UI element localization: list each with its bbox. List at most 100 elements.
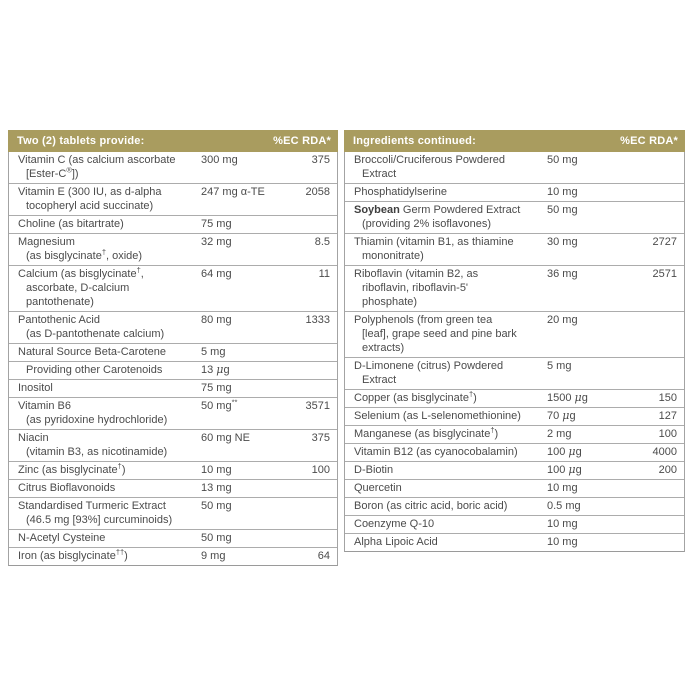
ingredient-name: Citrus Bioflavonoids: [18, 482, 116, 494]
ingredient-amount: 2 mg: [547, 428, 572, 440]
ingredient-rda-value: 64: [317, 550, 330, 562]
ingredient-rda-value: 150: [658, 392, 677, 404]
ingredient-rda-value: 2058: [305, 186, 330, 198]
table-rows: Broccoli/Cruciferous Powdered Extract 50 m…: [344, 152, 685, 552]
ingredient-name: Niacin (vitamin B3, as nicotinamide): [18, 432, 168, 458]
ingredient-name: Copper (as bisglycinate†): [354, 389, 477, 404]
ingredient-name: Coenzyme Q-10: [354, 518, 435, 530]
ingredient-name: Providing other Carotenoids: [26, 364, 163, 376]
ingredient-rda-value: 1333: [305, 314, 330, 326]
ingredient-amount: 5 mg: [201, 346, 226, 358]
ingredient-name: Zinc (as bisglycinate†): [18, 461, 126, 476]
table-row: Citrus Bioflavonoids 13 mg: [9, 480, 337, 498]
ingredient-amount: 50 mg**: [201, 397, 238, 412]
table-row: Polyphenols (from green tea [leaf], grape…: [345, 312, 684, 358]
ingredient-rda-value: 3571: [305, 400, 330, 412]
table-row: Magnesium (as bisglycinate†, oxide) 32 mg 8…: [9, 234, 337, 266]
ingredient-rda-value: 11: [318, 268, 330, 280]
ingredient-amount: 100 μg: [547, 445, 582, 458]
table-row: D-Biotin 100 μg 200: [345, 462, 684, 480]
ingredient-rda-value: 100: [311, 464, 330, 476]
ingredient-amount: 247 mg α-TE: [201, 186, 265, 198]
ingredient-amount: 75 mg: [201, 382, 232, 394]
ingredient-name: Broccoli/Cruciferous Powdered Extract: [354, 154, 506, 180]
table-row: Pantothenic Acid (as D-pantothenate calci…: [9, 312, 337, 344]
ingredient-amount: 50 mg: [547, 154, 578, 166]
ingredient-rda-value: 127: [658, 410, 677, 422]
table-header: Two (2) tablets provide: %EC RDA*: [8, 130, 338, 152]
table-row: Riboflavin (vitamin B2, as riboflavin, ri…: [345, 266, 684, 312]
table-row: Soybean Germ Powdered Extract (providing …: [345, 202, 684, 234]
ingredient-amount: 20 mg: [547, 314, 578, 326]
ingredient-name: Pantothenic Acid (as D-pantothenate calci…: [18, 314, 165, 340]
ingredient-name: Soybean Germ Powdered Extract (providing …: [354, 204, 521, 230]
ingredient-name: Selenium (as L-selenomethionine): [354, 410, 521, 422]
ingredient-amount: 60 mg NE: [201, 432, 250, 444]
ingredient-amount: 50 mg: [201, 500, 232, 512]
table-header: Ingredients continued: %EC RDA*: [344, 130, 685, 152]
ingredient-amount: 70 μg: [547, 409, 576, 422]
ingredient-amount: 64 mg: [201, 268, 232, 280]
ingredient-name: Phosphatidylserine: [354, 186, 447, 198]
ingredient-name: Vitamin E (300 IU, as d-alpha tocopheryl …: [18, 186, 162, 212]
table-row: Vitamin E (300 IU, as d-alpha tocopheryl …: [9, 184, 337, 216]
table-row: Manganese (as bisglycinate†) 2 mg 100: [345, 426, 684, 444]
ingredient-rda-value: 8.5: [314, 236, 330, 248]
ingredient-name: Natural Source Beta-Carotene: [18, 346, 166, 358]
ingredient-name: Calcium (as bisglycinate†, ascorbate, D-c…: [18, 265, 144, 308]
ingredient-rda-value: 2727: [652, 236, 677, 248]
ingredient-amount: 10 mg: [547, 518, 578, 530]
ingredient-name: Magnesium (as bisglycinate†, oxide): [18, 236, 143, 262]
ingredient-rda-value: 375: [311, 432, 330, 444]
table-row: Inositol 75 mg: [9, 380, 337, 398]
table-row: Thiamin (vitamin B1, as thiamine mononitr…: [345, 234, 684, 266]
table-row: Copper (as bisglycinate†) 1500 μg 150: [345, 390, 684, 408]
ingredient-rda-value: 375: [311, 154, 330, 166]
ingredient-amount: 75 mg: [201, 218, 232, 230]
table-row: Alpha Lipoic Acid 10 mg: [345, 534, 684, 551]
ingredient-amount: 5 mg: [547, 360, 572, 372]
ingredient-amount: 10 mg: [201, 464, 232, 476]
table-row: N-Acetyl Cysteine 50 mg: [9, 530, 337, 548]
ingredient-rda-value: 200: [658, 464, 677, 476]
rda-column-label: %EC RDA*: [620, 135, 678, 147]
supplement-facts-table-left: Two (2) tablets provide: %EC RDA* Vitami…: [8, 130, 338, 566]
table-row: Broccoli/Cruciferous Powdered Extract 50 m…: [345, 152, 684, 184]
ingredient-amount: 300 mg: [201, 154, 238, 166]
table-row: Vitamin B12 (as cyanocobalamin) 100 μg 400…: [345, 444, 684, 462]
ingredient-amount: 80 mg: [201, 314, 232, 326]
ingredient-amount: 10 mg: [547, 536, 578, 548]
table-row: Phosphatidylserine 10 mg: [345, 184, 684, 202]
table-row: Selenium (as L-selenomethionine) 70 μg 127: [345, 408, 684, 426]
supplement-facts-table-right: Ingredients continued: %EC RDA* Broccoli…: [344, 130, 685, 552]
table-row: Iron (as bisglycinate††) 9 mg 64: [9, 548, 337, 565]
table-row: Calcium (as bisglycinate†, ascorbate, D-c…: [9, 266, 337, 312]
ingredient-name: D-Biotin: [354, 464, 394, 476]
table-row: Zinc (as bisglycinate†) 10 mg 100: [9, 462, 337, 480]
ingredient-amount: 50 mg: [201, 532, 232, 544]
table-row: Coenzyme Q-10 10 mg: [345, 516, 684, 534]
ingredient-name: Standardised Turmeric Extract (46.5 mg [9…: [18, 500, 173, 526]
ingredient-amount: 50 mg: [547, 204, 578, 216]
ingredient-name: Riboflavin (vitamin B2, as riboflavin, ri…: [354, 268, 479, 308]
table-row: Quercetin 10 mg: [345, 480, 684, 498]
ingredient-amount: 9 mg: [201, 550, 226, 562]
ingredient-name: Thiamin (vitamin B1, as thiamine mononitr…: [354, 236, 514, 262]
ingredient-rda-value: 2571: [652, 268, 677, 280]
ingredient-amount: 30 mg: [547, 236, 578, 248]
ingredient-name: Choline (as bitartrate): [18, 218, 124, 230]
table-title: Ingredients continued:: [353, 135, 476, 147]
ingredient-name: Vitamin B12 (as cyanocobalamin): [354, 446, 518, 458]
table-row: Choline (as bitartrate) 75 mg: [9, 216, 337, 234]
ingredient-name: D-Limonene (citrus) Powdered Extract: [354, 360, 504, 386]
ingredient-rda-value: 4000: [652, 446, 677, 458]
ingredient-name: N-Acetyl Cysteine: [18, 532, 106, 544]
ingredient-amount: 1500 μg: [547, 391, 588, 404]
table-rows: Vitamin C (as calcium ascorbate [Ester-C®…: [8, 152, 338, 566]
ingredient-name: Alpha Lipoic Acid: [354, 536, 438, 548]
ingredient-name: Polyphenols (from green tea [leaf], grape…: [354, 314, 517, 354]
ingredient-amount: 0.5 mg: [547, 500, 581, 512]
ingredient-rda-value: 100: [658, 428, 677, 440]
ingredient-name: Boron (as citric acid, boric acid): [354, 500, 508, 512]
